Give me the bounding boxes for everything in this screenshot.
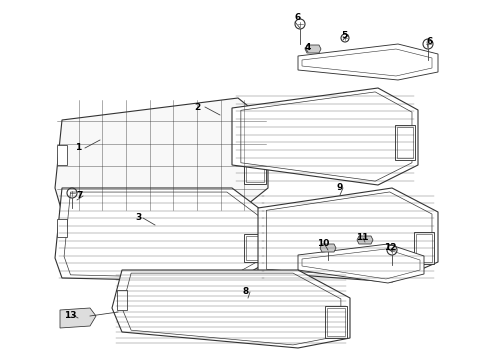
Polygon shape xyxy=(112,270,350,348)
Bar xyxy=(397,126,413,158)
Text: 2: 2 xyxy=(194,103,200,112)
Text: 7: 7 xyxy=(77,192,83,201)
Text: 6: 6 xyxy=(295,13,301,22)
Bar xyxy=(327,308,345,336)
Text: 1: 1 xyxy=(75,144,81,153)
Bar xyxy=(325,306,347,338)
Polygon shape xyxy=(258,188,438,282)
Text: 3: 3 xyxy=(135,213,141,222)
Text: 10: 10 xyxy=(317,238,329,248)
Polygon shape xyxy=(298,44,438,80)
Polygon shape xyxy=(357,236,373,244)
Bar xyxy=(414,232,434,264)
Text: 5: 5 xyxy=(341,31,347,40)
Bar xyxy=(244,152,266,184)
Polygon shape xyxy=(298,244,424,283)
Polygon shape xyxy=(320,244,336,252)
Bar xyxy=(395,125,415,159)
Polygon shape xyxy=(55,98,268,212)
Text: 6: 6 xyxy=(427,37,433,46)
Text: 11: 11 xyxy=(356,233,368,242)
Bar xyxy=(57,219,67,237)
Bar xyxy=(57,145,67,165)
Text: 9: 9 xyxy=(337,184,343,193)
Text: 12: 12 xyxy=(384,243,396,252)
Bar xyxy=(246,236,264,260)
Text: 4: 4 xyxy=(305,44,311,53)
Polygon shape xyxy=(60,308,96,328)
Polygon shape xyxy=(232,88,418,185)
Bar xyxy=(117,290,127,310)
Polygon shape xyxy=(55,188,268,282)
Bar xyxy=(244,234,266,262)
Text: 8: 8 xyxy=(243,288,249,297)
Polygon shape xyxy=(305,45,321,53)
Bar xyxy=(416,234,432,262)
Bar xyxy=(246,154,264,182)
Text: 13: 13 xyxy=(64,310,76,320)
